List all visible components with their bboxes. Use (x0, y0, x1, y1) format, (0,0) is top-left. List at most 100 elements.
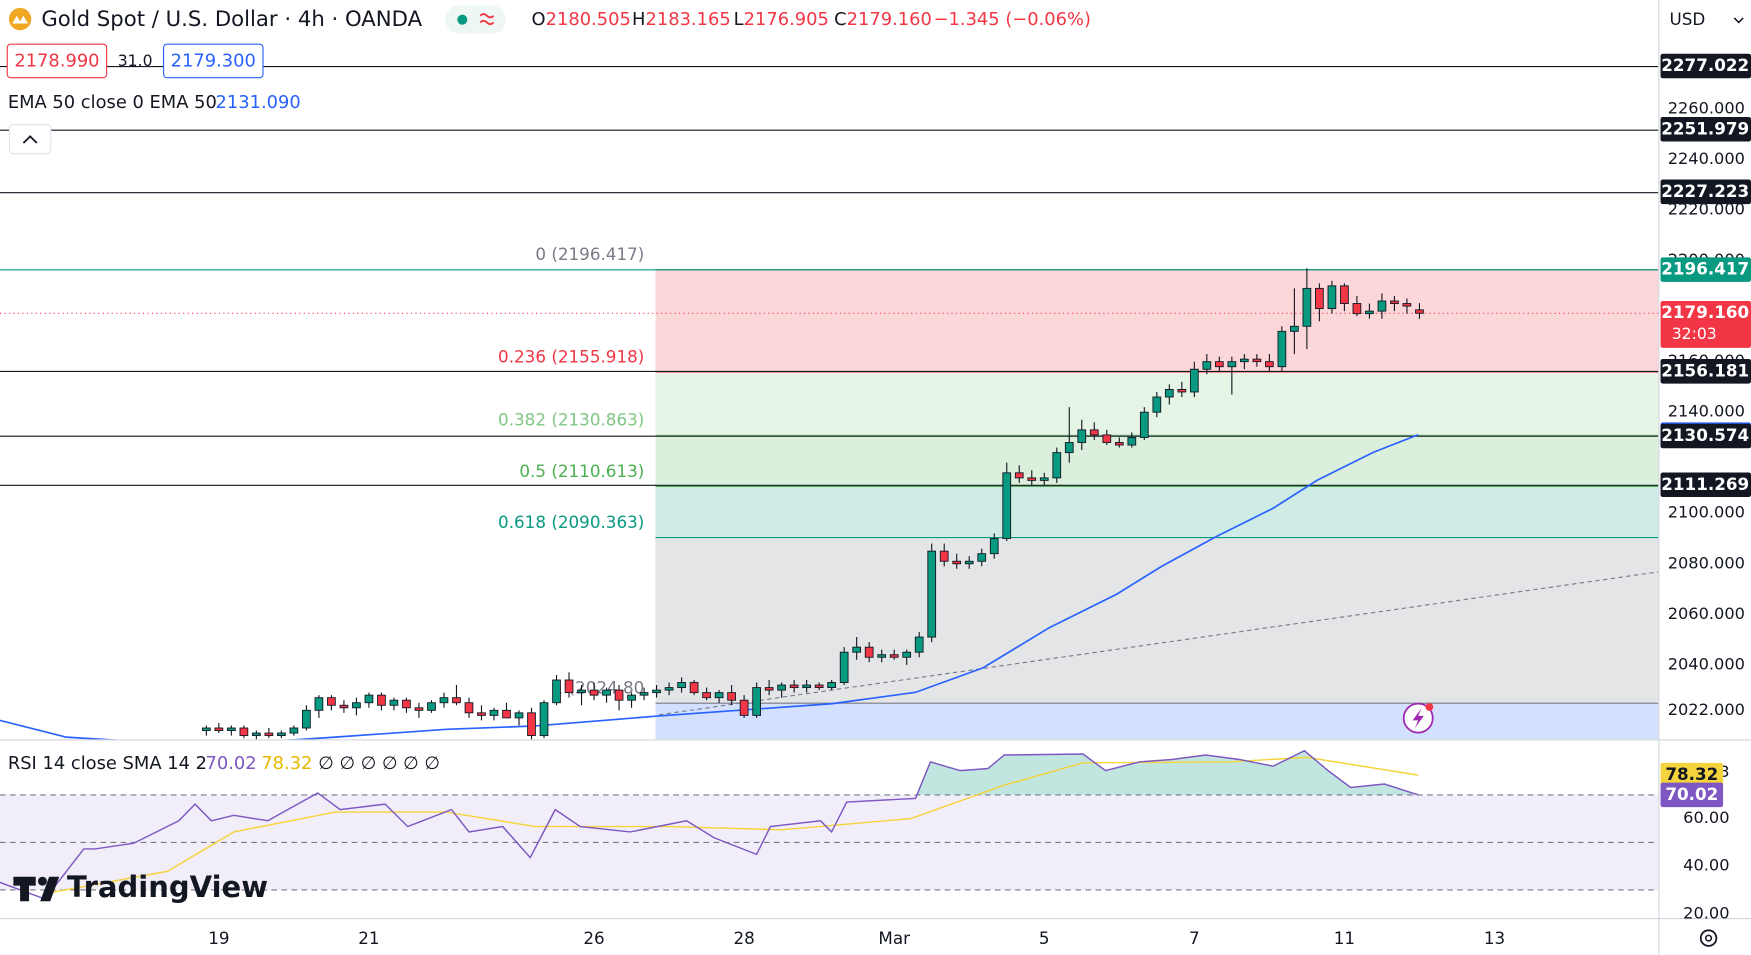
currency-label: USD (1669, 9, 1705, 29)
candle-body (939, 550, 949, 562)
ohlc-value: 2176.905 (744, 9, 829, 30)
ohlc-low: L2176.905 (734, 9, 829, 30)
candle-body (277, 732, 286, 737)
candle-body (227, 727, 236, 731)
chevron-up-icon (22, 135, 38, 144)
candle-body (1315, 287, 1324, 310)
fib-zone (655, 435, 1659, 487)
y-tick-label: 2140.000 (1668, 402, 1745, 421)
symbol-logo-mark (12, 15, 28, 24)
price-badge-label: 2111.269 (1661, 474, 1749, 494)
candle-body (727, 692, 736, 701)
candle-body (1390, 300, 1399, 304)
candle-body (1164, 388, 1174, 398)
bid-price: 2178.990 (14, 51, 99, 72)
candle-body (1377, 300, 1387, 312)
price-badge (1660, 359, 1751, 384)
price-badge (1660, 472, 1751, 498)
candle-body (414, 707, 424, 711)
candle-body (1277, 330, 1287, 368)
countdown-label: 32:03 (1672, 324, 1717, 343)
rsi-legend-value: 70.02 (205, 753, 256, 774)
candle-body (377, 694, 386, 706)
x-tick-label: Mar (878, 928, 910, 948)
candle-body (977, 553, 987, 562)
candle-body (452, 697, 461, 704)
candle-body (527, 712, 536, 737)
symbol-logo (8, 7, 32, 31)
candle-body (889, 654, 899, 658)
rsi-placeholders: ∅ ∅ ∅ ∅ ∅ ∅ (318, 753, 440, 774)
candle-body (289, 727, 299, 734)
x-tick-label: 13 (1484, 928, 1505, 948)
candle-body (927, 550, 937, 638)
candle-body (1139, 411, 1149, 438)
candle-body (1102, 434, 1112, 443)
fib-level-label: 0.382 (2130.863) (498, 410, 644, 430)
candle-body (1152, 396, 1162, 413)
market-open-dot (457, 14, 468, 25)
ohlc-key: O (532, 9, 546, 30)
fib-zone (655, 703, 1659, 740)
candle-body (439, 697, 449, 704)
candle-body (214, 727, 224, 731)
rsi-tick-label: 60.00 (1683, 808, 1729, 827)
candle-body (1352, 303, 1362, 315)
x-tick-label: 5 (1039, 928, 1050, 948)
candle-body (689, 682, 699, 694)
candle-layer (201, 268, 1424, 740)
rsi-tick-label: 40.00 (1683, 856, 1729, 875)
candle-body (302, 709, 311, 729)
collapse-legend-button[interactable] (8, 124, 52, 155)
rsi-badge (1660, 782, 1724, 808)
ohlc-value: 2180.505 (546, 9, 631, 30)
price-lines (0, 65, 1659, 486)
candle-body (1365, 310, 1374, 315)
candle-body (577, 689, 586, 694)
ohlc-key: H (632, 9, 645, 30)
fib-zone (655, 537, 1659, 704)
logo-slash (40, 876, 60, 902)
candle-body (752, 687, 761, 716)
candle-body (814, 684, 824, 689)
ohlc-key: L (734, 9, 744, 30)
candle-body (1227, 361, 1237, 368)
rsi-pane (0, 749, 1659, 900)
ohlc-value: 2179.160 (847, 9, 932, 30)
candle-body (1089, 429, 1099, 436)
candle-body (402, 699, 411, 709)
candle-body (264, 732, 274, 737)
ema-legend-value: 2131.090 (216, 92, 301, 113)
fib-layer: 0 (2196.417) 0.236 (2155.918) 0.382 (2130.… (498, 244, 1659, 740)
candle-body (602, 689, 611, 696)
candle-body (989, 538, 999, 555)
y-tick-label: 2260.000 (1668, 99, 1745, 118)
candle-body (914, 636, 924, 653)
candle-body (477, 712, 486, 716)
price-badge-label: 2179.160 (1661, 302, 1749, 322)
candle-body (639, 692, 649, 696)
status-pill[interactable] (445, 5, 506, 34)
price-badge (1660, 423, 1751, 449)
buy-button[interactable] (163, 43, 264, 79)
x-tick-label: 11 (1334, 928, 1355, 948)
candle-body (1114, 442, 1124, 446)
candle-body (952, 560, 962, 565)
y-tick-label: 2040.000 (1668, 654, 1745, 673)
price-badge (1660, 257, 1751, 282)
candle-body (339, 704, 349, 709)
candle-body (627, 694, 636, 701)
candle-body (539, 702, 549, 737)
candle-body (552, 679, 561, 704)
sell-button[interactable] (6, 43, 108, 79)
candle-body (1290, 325, 1299, 332)
candle-body (1077, 429, 1087, 443)
candle-body (1177, 388, 1187, 393)
settings-button[interactable] (1699, 929, 1718, 947)
rsi-tick-label: 20.00 (1683, 903, 1729, 922)
rsi-badge-label: 78.32 (1665, 764, 1718, 784)
candle-body (314, 697, 324, 711)
candle-body (1415, 309, 1424, 314)
